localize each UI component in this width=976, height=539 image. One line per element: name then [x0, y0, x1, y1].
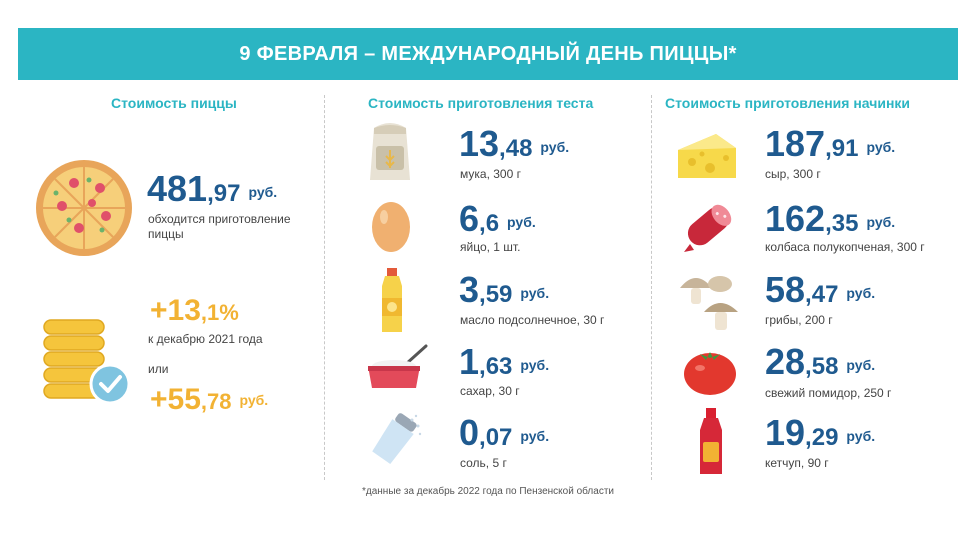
- sausage-icon: [684, 204, 732, 252]
- filling-item-label: сыр, 300 г: [765, 167, 821, 181]
- pizza-price: 481,97 руб.: [147, 168, 278, 209]
- tomato-icon: [684, 352, 736, 395]
- pizza-growth-absolute: +55,78 руб.: [150, 383, 269, 416]
- dough-item-label: соль, 5 г: [460, 456, 507, 470]
- pizza-growth-percent: +13,1%: [150, 294, 239, 327]
- filling-item-label: свежий помидор, 250 г: [765, 386, 892, 400]
- filling-item-value: 187,91 руб.: [765, 123, 896, 164]
- pizza-price-desc: пиццы: [148, 227, 184, 241]
- column-divider: [324, 95, 325, 480]
- oil-bottle-icon: [382, 268, 402, 332]
- column-header-dough: Стоимость приготовления теста: [368, 95, 594, 111]
- salt-shaker-icon: [372, 413, 422, 464]
- filling-item-value: 162,35 руб.: [765, 198, 896, 239]
- dough-item-value: 13,48 руб.: [459, 123, 570, 164]
- dough-item-label: мука, 300 г: [460, 167, 521, 181]
- dough-item-label: сахар, 30 г: [460, 384, 520, 398]
- filling-item-label: кетчуп, 90 г: [765, 456, 829, 470]
- filling-item-label: колбаса полукопченая, 300 г: [765, 240, 925, 254]
- flour-bag-icon: [370, 123, 410, 180]
- pizza-icon: [36, 160, 132, 256]
- dough-item-value: 6,6 руб.: [459, 198, 536, 239]
- filling-item-value: 19,29 руб.: [765, 412, 876, 453]
- dough-item-value: 1,63 руб.: [459, 341, 550, 382]
- filling-item-value: 58,47 руб.: [765, 269, 876, 310]
- egg-icon: [372, 202, 410, 252]
- dough-item-value: 0,07 руб.: [459, 412, 550, 453]
- filling-item-label: грибы, 200 г: [765, 313, 833, 327]
- sugar-bowl-icon: [368, 344, 428, 388]
- footnote: *данные за декабрь 2022 года по Пензенск…: [362, 486, 614, 497]
- or-label: или: [148, 362, 169, 376]
- coins-icon: [43, 319, 131, 405]
- dough-item-label: яйцо, 1 шт.: [460, 240, 521, 254]
- column-header-filling: Стоимость приготовления начинки: [665, 95, 911, 111]
- title-banner: 9 ФЕВРАЛЯ – МЕЖДУНАРОДНЫЙ ДЕНЬ ПИЦЦЫ*: [18, 28, 958, 80]
- cheese-icon: [678, 134, 736, 178]
- ketchup-icon: [700, 408, 722, 474]
- page-title: 9 ФЕВРАЛЯ – МЕЖДУНАРОДНЫЙ ДЕНЬ ПИЦЦЫ*: [239, 42, 737, 65]
- dough-item-value: 3,59 руб.: [459, 269, 550, 310]
- column-header-pizza: Стоимость пиццы: [111, 95, 237, 111]
- mushrooms-icon: [680, 276, 738, 330]
- column-divider: [651, 95, 652, 480]
- dough-item-label: масло подсолнечное, 30 г: [460, 313, 605, 327]
- pizza-price-desc: обходится приготовление: [148, 212, 291, 226]
- pizza-growth-desc: к декабрю 2021 года: [148, 332, 263, 346]
- filling-item-value: 28,58 руб.: [765, 341, 876, 382]
